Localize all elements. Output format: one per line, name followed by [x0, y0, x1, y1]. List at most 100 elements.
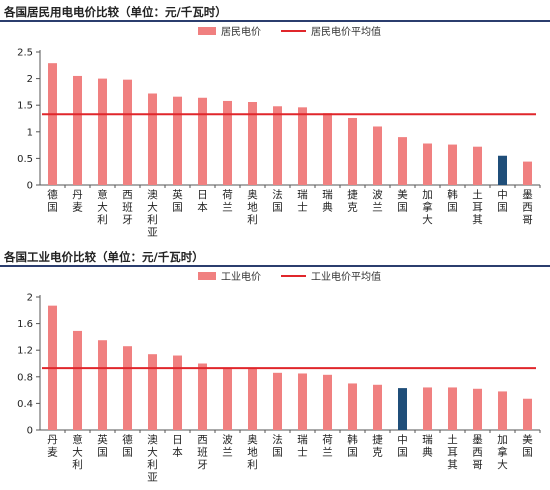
legend-swatch-bar [198, 272, 216, 280]
industrial-chart-panel: 各国工业电价比较（单位：元/千瓦时） 工业电价 工业电价平均值 0 0.4 0.8 1.2… [0, 245, 550, 490]
y-tick-label: 1.6 [17, 319, 33, 330]
chart-legend: 居民电价 居民电价平均值 [198, 25, 381, 38]
x-tick-label: 德国 [122, 433, 133, 459]
bar [423, 387, 432, 430]
bar [298, 107, 307, 185]
x-tick-label: 西班牙 [122, 189, 133, 226]
x-tick-label: 韩国 [347, 433, 358, 459]
bar [523, 398, 532, 430]
x-tick-label: 法国 [272, 188, 283, 214]
legend-label: 居民电价平均值 [311, 25, 381, 38]
x-tick-label: 日本 [197, 189, 208, 214]
bar [98, 340, 107, 430]
x-tick-label: 美国 [522, 433, 533, 459]
x-tick-label: 西班牙 [197, 434, 208, 471]
bar [373, 384, 382, 430]
y-tick-label: 0.5 [17, 154, 33, 165]
bar [173, 96, 182, 185]
x-tick-label: 中国 [397, 433, 408, 459]
bar [498, 155, 507, 185]
x-tick-label: 荷兰 [222, 189, 233, 214]
x-tick-label: 德国 [47, 188, 58, 214]
bar [123, 79, 132, 185]
bar [473, 146, 482, 185]
bar [473, 388, 482, 430]
x-tick-label: 墨西哥 [472, 434, 483, 471]
x-tick-label: 中国 [497, 188, 508, 214]
x-tick-label: 澳大利亚 [147, 433, 158, 484]
x-tick-label: 波兰 [372, 188, 383, 214]
x-tick-label: 意大利 [72, 433, 83, 471]
bar [373, 126, 382, 185]
residential-chart-panel: 各国居民用电电价比较（单位：元/千瓦时） 居民电价 居民电价平均值 0 0.5 1 1.5… [0, 5, 550, 239]
bar [273, 106, 282, 185]
bar [348, 383, 357, 430]
bar [198, 363, 207, 430]
y-tick-label: 2.5 [17, 48, 33, 59]
x-tick-label: 瑞典 [322, 189, 333, 214]
x-tick-label: 美国 [397, 188, 408, 214]
bar [448, 387, 457, 430]
x-tick-label: 英国 [172, 188, 183, 214]
bar [48, 63, 57, 186]
x-tick-label: 丹麦 [72, 189, 83, 214]
y-tick-label: 1.2 [17, 346, 33, 357]
bar [198, 97, 207, 185]
bar [498, 391, 507, 430]
bar [448, 144, 457, 185]
y-tick-label: 0 [27, 426, 33, 437]
bar [223, 100, 232, 185]
x-tick-label: 墨西哥 [522, 189, 533, 226]
legend-label: 工业电价 [221, 270, 261, 283]
bar [348, 117, 357, 185]
chart-title: 各国居民用电电价比较（单位：元/千瓦时） [4, 5, 227, 19]
bar [398, 137, 407, 185]
y-tick-label: 0.8 [17, 372, 33, 383]
bar [398, 388, 407, 430]
x-tick-label: 韩国 [447, 188, 458, 214]
x-tick-label: 土耳其 [447, 433, 458, 471]
title-divider [0, 265, 550, 267]
bar [248, 102, 257, 185]
x-tick-label: 法国 [272, 433, 283, 459]
bar [123, 346, 132, 430]
x-tick-label: 捷克 [372, 433, 383, 459]
bar [173, 355, 182, 430]
y-tick-label: 1.5 [17, 101, 33, 112]
y-tick-label: 2 [27, 293, 33, 304]
x-tick-label: 捷克 [347, 188, 358, 214]
x-tick-label: 波兰 [222, 433, 233, 459]
x-tick-label: 奥地利 [247, 188, 258, 226]
x-tick-label: 澳大利亚 [147, 188, 158, 239]
x-tick-label: 瑞士 [297, 434, 308, 459]
y-tick-label: 1 [27, 127, 33, 138]
x-tick-label: 荷兰 [322, 434, 333, 459]
bar [148, 354, 157, 430]
bar [523, 161, 532, 185]
x-tick-label: 瑞典 [422, 434, 433, 459]
bar [73, 330, 82, 430]
x-tick-label: 土耳其 [472, 188, 483, 226]
bar [248, 368, 257, 430]
x-tick-label: 意大利 [97, 188, 108, 226]
legend-label: 工业电价平均值 [311, 270, 381, 283]
bar [423, 143, 432, 185]
x-tick-label: 奥地利 [247, 433, 258, 471]
bar [223, 368, 232, 430]
y-tick-label: 0.4 [17, 399, 33, 410]
legend-swatch-bar [198, 27, 216, 35]
y-tick-label: 2 [27, 74, 33, 85]
bar [73, 75, 82, 185]
bar [148, 93, 157, 185]
chart-title: 各国工业电价比较（单位：元/千瓦时） [4, 250, 204, 264]
x-tick-label: 加拿大 [497, 434, 508, 471]
x-tick-label: 丹麦 [47, 434, 58, 459]
bar [98, 78, 107, 185]
y-tick-label: 0 [27, 181, 33, 192]
legend-label: 居民电价 [221, 25, 261, 38]
title-divider [0, 20, 550, 22]
bar [298, 373, 307, 430]
bar [323, 374, 332, 430]
